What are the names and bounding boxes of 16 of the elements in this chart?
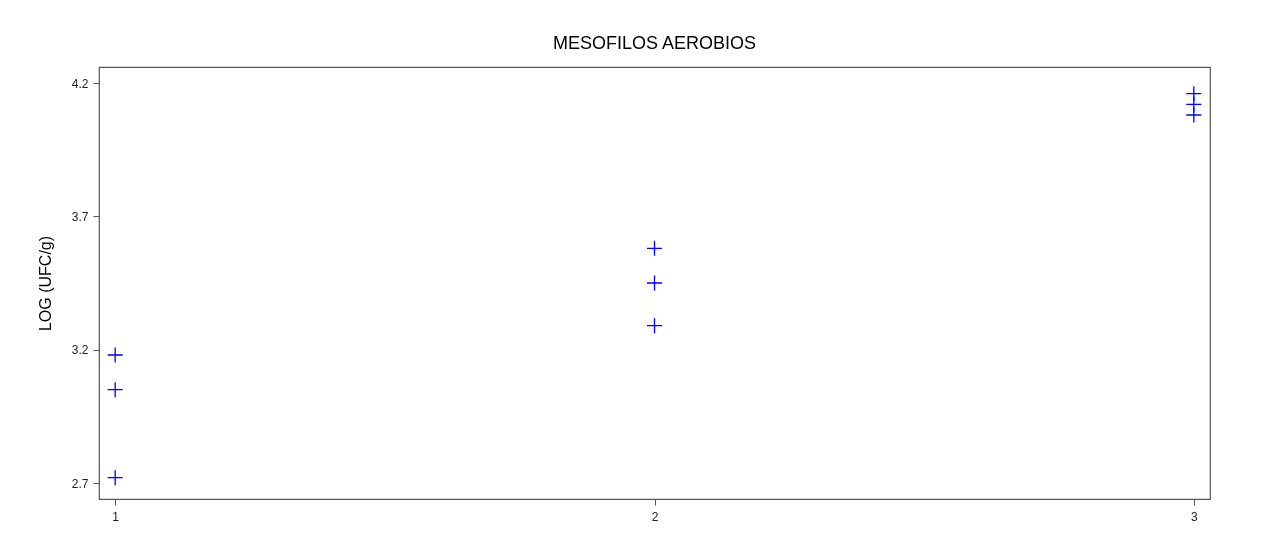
y-tick-label: 2.7 bbox=[71, 476, 89, 491]
point bbox=[646, 240, 663, 257]
y-tick-label: 3.7 bbox=[71, 209, 89, 224]
chart-title: MESOFILOS AEROBIOS bbox=[552, 33, 757, 53]
x-tick-label: 1 bbox=[112, 509, 120, 524]
point bbox=[107, 469, 124, 486]
point bbox=[107, 346, 124, 364]
y-axis-title: LOG (UFC/g) bbox=[36, 235, 54, 332]
y-tick-label: 3.2 bbox=[71, 343, 89, 358]
x-tick-label: 3 bbox=[1190, 509, 1198, 524]
point bbox=[1185, 106, 1202, 124]
point bbox=[646, 317, 663, 334]
point bbox=[107, 381, 124, 398]
y-tick-label: 4.2 bbox=[71, 76, 89, 91]
point bbox=[646, 274, 663, 292]
x-tick-label: 2 bbox=[651, 509, 659, 524]
